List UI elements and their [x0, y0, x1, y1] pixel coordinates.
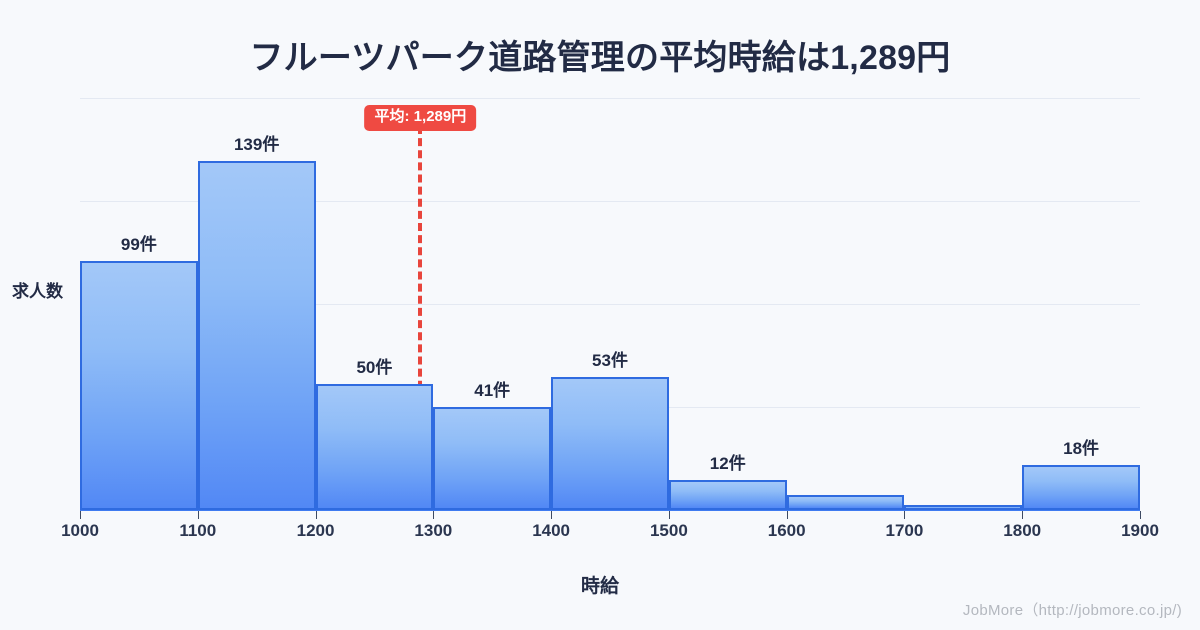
bar-value-label: 12件 — [709, 453, 746, 473]
bar-value-label: 99件 — [120, 235, 157, 255]
x-tick-mark — [315, 511, 317, 519]
histogram-bar[interactable] — [1022, 464, 1140, 510]
x-tick-label: 1600 — [767, 521, 806, 540]
bar-value-label: 18件 — [1063, 438, 1100, 458]
gridline — [80, 98, 1140, 99]
x-tick-mark — [551, 511, 553, 519]
mean-line — [418, 126, 423, 510]
gridline — [80, 201, 1140, 202]
y-axis-title: 求人数 — [12, 282, 63, 301]
histogram-bar[interactable] — [551, 376, 669, 510]
x-axis-line — [80, 509, 1140, 511]
histogram-bar[interactable] — [904, 504, 1023, 510]
x-tick-label: 1900 — [1121, 521, 1159, 540]
histogram-bar[interactable] — [80, 261, 198, 510]
histogram-bar[interactable] — [315, 384, 434, 510]
bar-value-label: 139件 — [233, 134, 280, 154]
x-tick-label: 1200 — [296, 521, 335, 540]
x-tick-mark — [80, 511, 81, 519]
footer-watermark: JobMore（http://jobmore.co.jp/) — [962, 602, 1182, 619]
histogram-bar[interactable] — [668, 479, 787, 510]
x-tick-mark — [904, 511, 906, 519]
histogram-bar[interactable] — [786, 494, 905, 510]
x-tick-label: 1700 — [885, 521, 924, 540]
x-tick-label: 1000 — [61, 521, 99, 540]
mean-badge: 平均: 1,289円 — [364, 105, 477, 131]
x-tick-mark — [668, 511, 670, 519]
x-tick-mark — [1140, 511, 1141, 519]
x-tick-mark — [433, 511, 435, 519]
x-tick-label: 1300 — [414, 521, 453, 540]
x-tick-label: 1400 — [532, 521, 571, 540]
x-axis-title: 時給 — [580, 576, 619, 597]
x-tick-mark — [1022, 511, 1024, 519]
bar-value-label: 50件 — [356, 358, 393, 378]
x-tick-mark — [197, 511, 199, 519]
histogram-bar[interactable] — [197, 160, 316, 510]
bar-value-label: 53件 — [592, 350, 628, 370]
gridline — [80, 304, 1140, 305]
x-tick-label: 1100 — [179, 521, 217, 540]
x-tick-label: 1800 — [1003, 521, 1042, 540]
histogram-bar[interactable] — [433, 407, 552, 510]
bar-value-label: 41件 — [474, 381, 511, 400]
x-tick-label: 1500 — [649, 521, 688, 540]
x-tick-mark — [786, 511, 788, 519]
chart-title: フルーツパーク道路管理の平均時給は1,289円 — [249, 39, 951, 77]
